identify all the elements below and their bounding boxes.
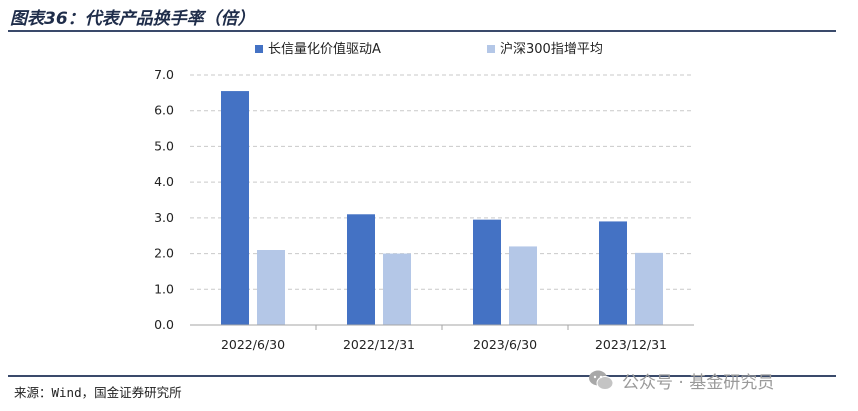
legend-swatch-1 [255,45,263,53]
bar-1 [347,214,375,325]
bar-1 [473,219,501,325]
bar-2 [509,246,537,325]
chart-x-axis: 2022/6/30 2022/12/31 2023/6/30 2023/12/31 [190,324,694,352]
page-title: 图表36：代表产品换手率（倍） [10,9,255,29]
chart-bars [221,91,663,325]
legend-label-2: 沪深300指增平均 [500,41,603,57]
watermark-text: 公众号 · 基金研究员 [622,372,775,393]
y-tick-label: 0.0 [154,317,174,332]
y-tick-label: 3.0 [154,210,174,225]
footer-divider [8,375,836,377]
bar-2 [383,253,411,325]
y-tick-label: 7.0 [154,67,174,82]
y-tick-label: 2.0 [154,246,174,261]
bar-1 [221,91,249,325]
y-tick-label: 5.0 [154,138,174,153]
bar-chart: 长信量化价值驱动A 沪深300指增平均 0.0 1.0 2.0 3.0 4.0 5.0 6.0… [154,41,694,352]
bar-2 [257,250,285,325]
y-tick-label: 6.0 [154,103,174,118]
x-tick-label: 2022/12/31 [343,337,415,352]
chart-legend: 长信量化价值驱动A 沪深300指增平均 [255,41,603,57]
y-tick-label: 4.0 [154,174,174,189]
bar-2 [635,252,663,325]
legend-label-1: 长信量化价值驱动A [268,41,381,57]
source-note: 来源：Wind，国金证券研究所 [14,385,182,400]
y-tick-label: 1.0 [154,281,174,296]
header-divider [8,30,836,32]
legend-swatch-2 [487,45,495,53]
wechat-icon [589,370,614,390]
x-tick-label: 2022/6/30 [221,337,285,352]
header: 图表36：代表产品换手率（倍） [0,0,836,32]
x-tick-label: 2023/12/31 [595,337,667,352]
watermark: 公众号 · 基金研究员 [588,366,774,394]
x-tick-label: 2023/6/30 [473,337,537,352]
bar-1 [599,221,627,325]
chart-y-axis: 0.0 1.0 2.0 3.0 4.0 5.0 6.0 7.0 [154,67,174,332]
